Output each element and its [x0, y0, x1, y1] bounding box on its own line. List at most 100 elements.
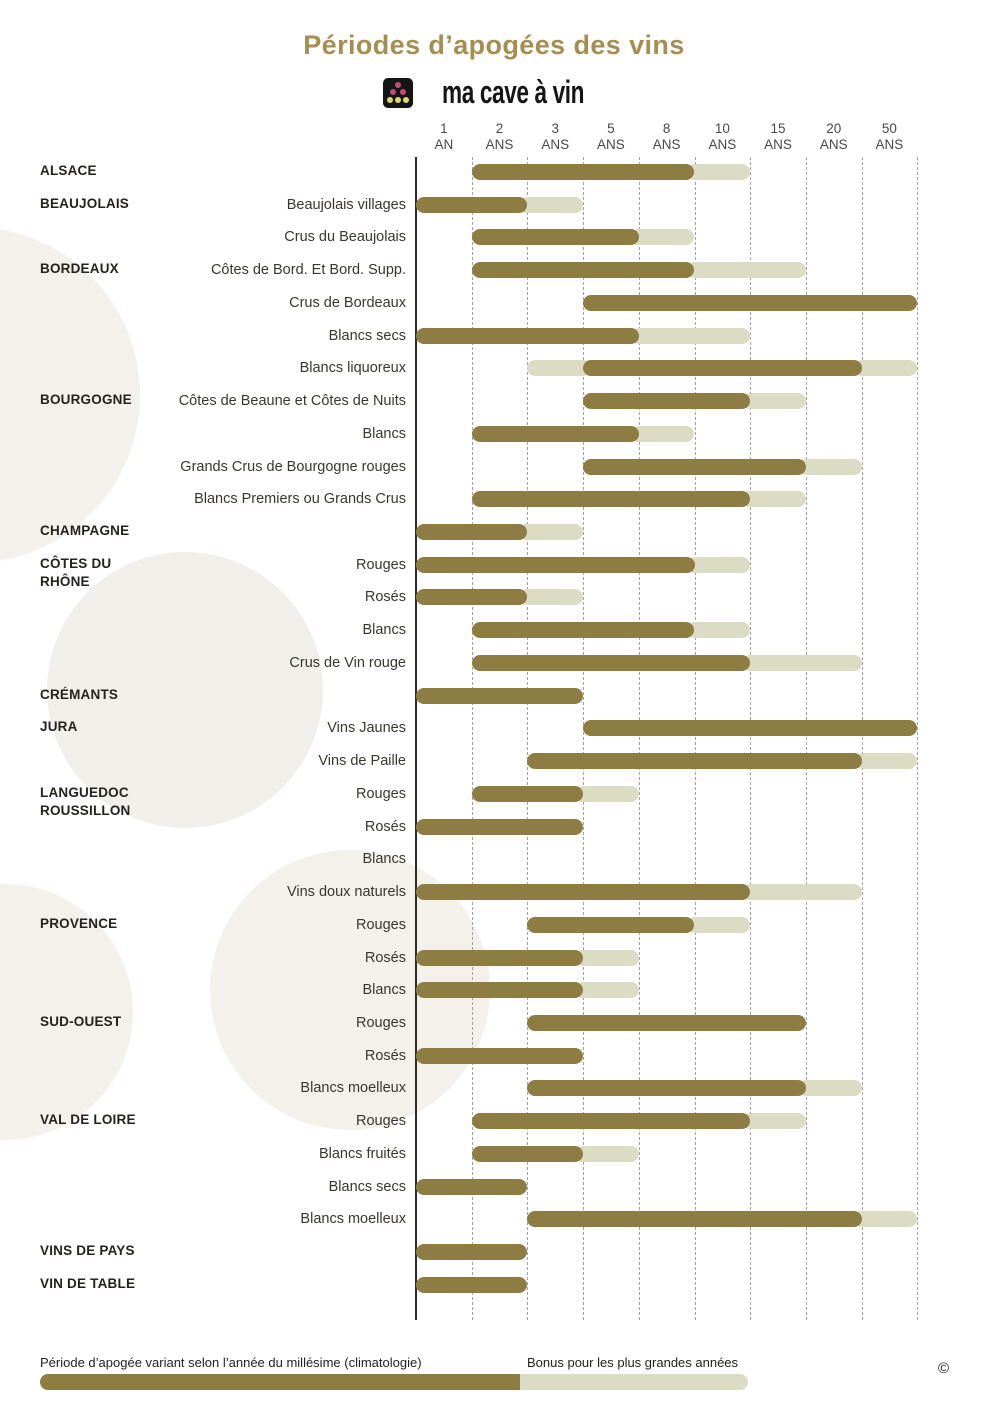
bar-segment-dark — [416, 1047, 584, 1064]
wine-type-label: Blancs secs — [328, 327, 406, 344]
bar-segment-dark — [416, 1244, 528, 1261]
wine-type-label: Rouges — [356, 1014, 406, 1031]
wine-type-label: Vins Jaunes — [327, 720, 406, 737]
wine-type-label: Blancs Premiers ou Grands Crus — [194, 491, 406, 508]
bar-segment-dark — [527, 916, 695, 933]
region-label: BORDEAUX — [40, 261, 119, 277]
bar-segment-dark — [471, 491, 751, 508]
axis-tick-label: 50 ANS — [875, 121, 904, 152]
bar-segment-dark — [416, 556, 695, 573]
bar-segment-dark — [527, 1080, 806, 1097]
wine-type-label: Crus de Vin rouge — [289, 654, 406, 671]
wine-type-label: Blancs liquoreux — [299, 360, 406, 377]
legend-light-label: Bonus pour les plus grandes années — [527, 1355, 739, 1370]
region-label: PROVENCE — [40, 915, 118, 931]
wine-type-label: Blancs moelleux — [300, 1080, 406, 1097]
bar-segment-light — [630, 425, 695, 442]
axis-tick-label: 1 AN — [434, 121, 454, 152]
legend-light-swatch — [520, 1374, 748, 1390]
axis-tick-label: 5 ANS — [597, 121, 625, 152]
bar-segment-dark — [471, 622, 695, 639]
axis-tick-label: 8 ANS — [652, 121, 681, 152]
bar-segment-dark — [416, 884, 751, 901]
wine-type-label: Crus de Bordeaux — [289, 294, 406, 311]
grape-cluster-icon — [383, 78, 414, 108]
bar-segment-dark — [583, 360, 862, 377]
wine-type-label: Crus du Beaujolais — [284, 229, 406, 246]
bar-segment-light — [742, 491, 806, 508]
gridline — [805, 157, 807, 1320]
wine-type-label: Beaujolais villages — [286, 196, 406, 213]
bar-segment-light — [519, 524, 584, 541]
bar-segment-light — [686, 164, 751, 180]
bar-segment-dark — [583, 393, 751, 410]
bar-segment-dark — [416, 1178, 528, 1195]
region-label: SUD-OUEST — [40, 1013, 122, 1029]
gridline — [527, 157, 529, 1320]
background-circle — [47, 552, 323, 828]
bar-segment-dark — [471, 1145, 584, 1162]
axis-line — [415, 157, 417, 1320]
bar-segment-dark — [471, 164, 695, 180]
wine-type-label: Côtes de Beaune et Côtes de Nuits — [178, 393, 406, 410]
bar-segment-dark — [416, 687, 584, 704]
bar-segment-dark — [416, 949, 584, 966]
bar-segment-dark — [471, 785, 584, 802]
wine-type-label: Blancs — [362, 982, 406, 999]
wine-type-label: Blancs — [362, 622, 406, 639]
region-label: VINS DE PAYS — [40, 1243, 135, 1259]
axis-tick-label: 10 ANS — [708, 121, 737, 152]
bar-segment-dark — [416, 1276, 528, 1293]
region-label: LANGUEDOC ROUSSILLON — [40, 784, 131, 818]
wine-type-label: Blancs secs — [328, 1178, 406, 1195]
bar-segment-dark — [416, 982, 584, 999]
wine-type-label: Rosés — [364, 1047, 406, 1064]
gridline — [583, 157, 585, 1320]
region-label: VAL DE LOIRE — [40, 1112, 136, 1128]
region-label: CHAMPAGNE — [40, 523, 130, 539]
bar-segment-light — [575, 949, 639, 966]
bar-segment-dark — [527, 1014, 806, 1031]
gridline — [694, 157, 696, 1320]
bar-segment-dark — [583, 294, 918, 311]
bar-segment-light — [527, 360, 592, 377]
axis-tick-label: 3 ANS — [541, 121, 570, 152]
bar-segment-light — [797, 1080, 862, 1097]
bar-segment-light — [742, 654, 862, 671]
gridline — [471, 157, 473, 1320]
region-label: ALSACE — [40, 163, 97, 178]
wine-type-label: Grands Crus de Bourgogne rouges — [180, 458, 406, 475]
bar-segment-dark — [471, 1113, 751, 1130]
bar-segment-light — [575, 982, 639, 999]
gridline — [638, 157, 640, 1320]
bar-segment-dark — [527, 1211, 862, 1228]
bar-segment-light — [575, 1145, 639, 1162]
bar-segment-light — [575, 785, 639, 802]
bar-segment-dark — [416, 524, 528, 541]
bar-segment-dark — [583, 720, 918, 737]
legend-dark-swatch — [40, 1374, 520, 1390]
wine-type-label: Rouges — [356, 916, 406, 933]
wine-type-label: Rouges — [356, 785, 406, 802]
bar-segment-dark — [471, 229, 639, 246]
bar-segment-light — [630, 229, 695, 246]
wine-type-label: Vins de Paille — [318, 753, 406, 770]
axis-tick-label: 2 ANS — [485, 121, 514, 152]
bar-segment-light — [519, 589, 584, 606]
region-label: VIN DE TABLE — [40, 1275, 136, 1291]
bar-segment-dark — [416, 327, 639, 344]
wine-type-label: Blancs moelleux — [300, 1211, 406, 1228]
bar-segment-light — [686, 916, 751, 933]
wine-type-label: Rouges — [356, 1113, 406, 1130]
region-label: BEAUJOLAIS — [40, 195, 130, 211]
gridline — [861, 157, 863, 1320]
wine-type-label: Rouges — [356, 556, 406, 573]
wine-type-label: Rosés — [364, 818, 406, 835]
bar-segment-dark — [583, 458, 806, 475]
bar-segment-light — [686, 556, 751, 573]
bar-segment-light — [686, 622, 751, 639]
wine-type-label: Blancs — [362, 851, 406, 868]
bar-segment-light — [519, 196, 584, 213]
wine-type-label: Côtes de Bord. Et Bord. Supp. — [210, 262, 406, 279]
